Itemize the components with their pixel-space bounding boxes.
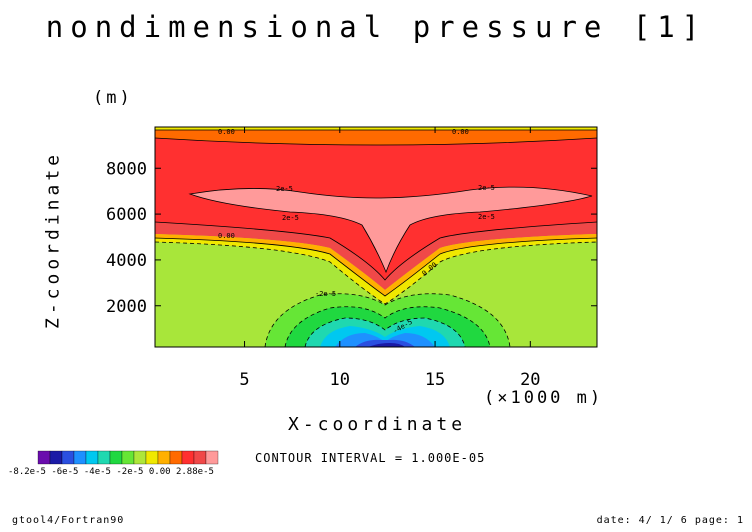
band-pink-core — [190, 187, 592, 272]
band-darkblue — [368, 343, 405, 347]
footer-date-page: date: 4/ 1/ 6 page: 1 — [596, 515, 744, 526]
colorbar-swatch — [73, 450, 87, 465]
band-top-orange — [155, 130, 597, 145]
footer-software: gtool4/Fortran90 — [12, 515, 125, 526]
colorbar-swatch — [121, 450, 135, 465]
contour-interval-text: CONTOUR INTERVAL = 1.000E-05 — [255, 451, 486, 465]
colorbar — [37, 450, 219, 465]
y-tick-label: 8000 — [106, 159, 147, 179]
band-red-upper — [155, 138, 597, 280]
contour-label: 2e-5 — [282, 214, 299, 222]
colorbar-swatch — [49, 450, 63, 465]
contour-lines — [154, 129, 598, 348]
x-tick-label: 15 — [425, 370, 445, 390]
x-axis-ticks: 5 10 15 20 — [239, 127, 541, 390]
band-teal — [305, 318, 465, 347]
colorbar-swatch — [169, 450, 183, 465]
chart-title: nondimensional pressure [1] — [45, 10, 707, 44]
colorbar-swatch — [133, 450, 147, 465]
x-axis-unit: (×1000 m) — [484, 388, 604, 408]
x-tick-label: 10 — [330, 370, 350, 390]
band-red-lower — [155, 222, 597, 290]
filled-contours — [155, 127, 597, 347]
contour-label: 2e-5 — [276, 185, 293, 193]
contour-label: -2e-5 — [315, 290, 336, 298]
band-yellow-lower — [155, 238, 597, 304]
y-tick-label: 6000 — [106, 205, 147, 225]
y-tick-label: 4000 — [106, 251, 147, 271]
contour-label: 0.00 — [421, 261, 439, 278]
x-tick-label: 5 — [239, 370, 249, 390]
x-tick-label: 20 — [520, 370, 540, 390]
y-axis-unit: (m) — [93, 88, 133, 108]
band-green-1 — [265, 293, 510, 347]
contour-line-negative-1 — [154, 241, 598, 305]
contour-label: 2e-5 — [478, 184, 495, 192]
plot-frame — [154, 126, 598, 348]
y-tick-label: 2000 — [106, 297, 147, 317]
contour-label: 0.00 — [218, 232, 235, 240]
contour-line-positive-3 — [154, 221, 598, 281]
contour-line-negative-4 — [304, 317, 466, 348]
colorbar-swatch — [97, 450, 111, 465]
contour-label-group: 0.00 0.00 2e-5 2e-5 2e-5 2e-5 0.00 0.00 … — [218, 128, 495, 335]
plot-background-band — [155, 127, 597, 347]
contour-line-positive-2 — [188, 186, 593, 274]
contour-line-zero-mid — [154, 237, 598, 297]
contour-label: -4e-5 — [392, 318, 414, 335]
band-blue — [355, 339, 415, 347]
colorbar-swatch — [85, 450, 99, 465]
band-lightblue — [335, 333, 435, 347]
band-top-yellow — [155, 127, 597, 130]
x-axis-label: X-coordinate — [288, 414, 467, 435]
colorbar-swatch — [109, 450, 123, 465]
y-axis-ticks: 2000 4000 6000 8000 — [106, 159, 597, 317]
colorbar-swatch — [61, 450, 75, 465]
colorbar-swatch — [157, 450, 171, 465]
colorbar-swatch — [37, 450, 51, 465]
band-green-2 — [285, 306, 490, 347]
contour-line-negative-3 — [284, 306, 491, 348]
colorbar-swatch — [193, 450, 207, 465]
band-cyan — [320, 326, 450, 347]
colorbar-swatch — [205, 450, 219, 465]
contour-line-negative-2 — [264, 293, 511, 348]
y-axis-label: Z-coordinate — [42, 150, 64, 330]
colorbar-swatch — [181, 450, 195, 465]
contour-label: 0.00 — [452, 128, 469, 136]
contour-line-positive-1 — [154, 137, 598, 146]
contour-label: 0.00 — [218, 128, 235, 136]
colorbar-labels: -8.2e-5 -6e-5 -4e-5 -2e-5 0.00 2.88e-5 — [8, 467, 214, 477]
colorbar-swatch — [145, 450, 159, 465]
band-orange-lower — [155, 234, 597, 296]
contour-label: 2e-5 — [478, 213, 495, 221]
